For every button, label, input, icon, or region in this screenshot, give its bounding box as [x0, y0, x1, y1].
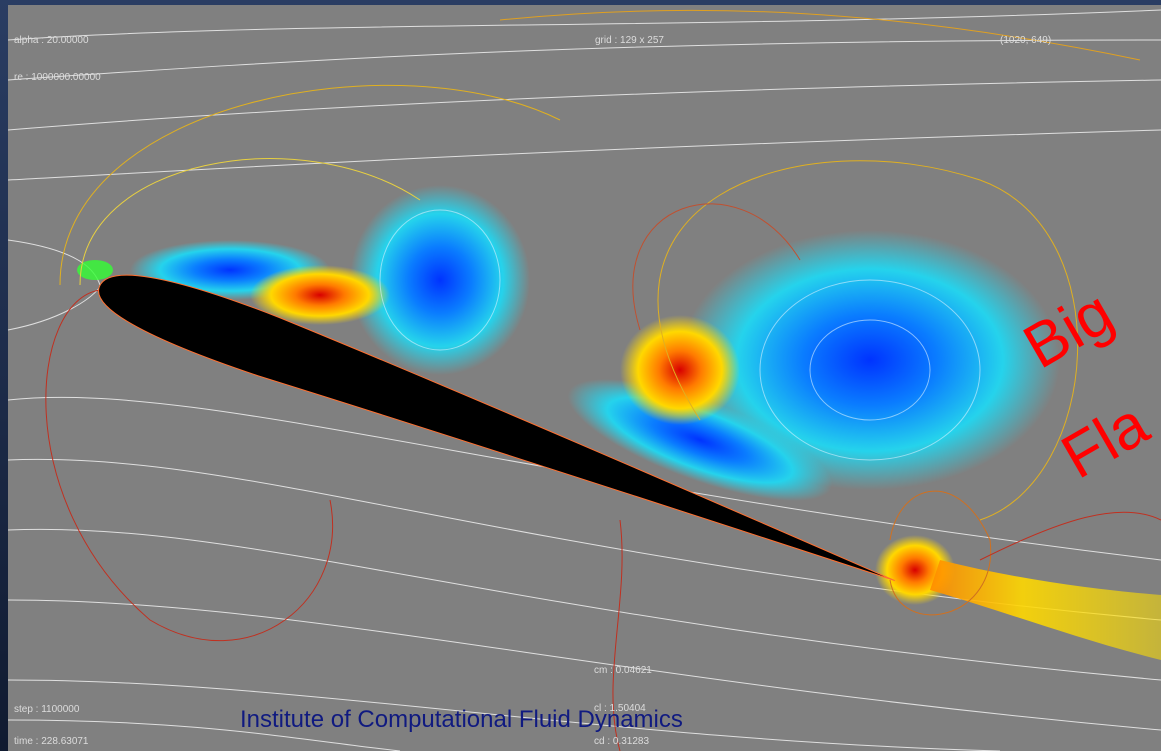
re-readout: re : 1000000.00000	[14, 72, 101, 83]
simulation-view: alpha : 20.00000 re : 1000000.00000 grid…	[0, 0, 1161, 751]
step-readout: step : 1100000	[14, 704, 80, 715]
page: alpha : 20.00000 re : 1000000.00000 grid…	[0, 0, 1161, 751]
alpha-readout: alpha : 20.00000	[14, 35, 89, 46]
cm-readout: cm : 0.04621	[594, 665, 652, 676]
grid-readout: grid : 129 x 257	[595, 35, 664, 46]
caption: Institute of Computational Fluid Dynamic…	[240, 706, 683, 733]
cursor-readout: (1020, 649)	[1000, 35, 1051, 46]
time-readout: time : 228.63071	[14, 736, 89, 747]
cd-readout: cd : 0.31283	[594, 736, 649, 747]
